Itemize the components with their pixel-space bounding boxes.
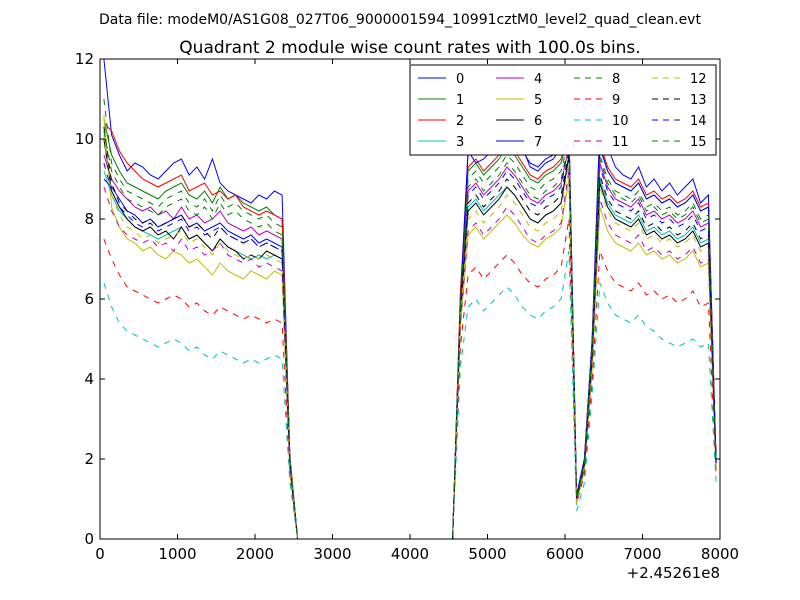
- series-line-8: [103, 98, 717, 540]
- x-tick-label: 1000: [158, 545, 196, 563]
- legend-label-8: 8: [612, 72, 620, 87]
- x-tick-label: 6000: [546, 545, 584, 563]
- legend-label-12: 12: [690, 72, 707, 87]
- y-tick-label: 0: [84, 530, 94, 548]
- legend-label-15: 15: [690, 135, 707, 150]
- y-tick-label: 10: [75, 130, 94, 148]
- x-tick-label: 3000: [313, 545, 351, 563]
- x-tick-label: 4000: [391, 545, 429, 563]
- legend-label-0: 0: [456, 72, 464, 87]
- x-offset-label: +2.45261e8: [627, 564, 720, 582]
- y-tick-label: 8: [84, 210, 94, 228]
- x-tick-label: 2000: [236, 545, 274, 563]
- x-tick-label: 7000: [623, 545, 661, 563]
- y-tick-label: 6: [84, 290, 94, 308]
- legend-label-10: 10: [612, 114, 629, 129]
- legend-label-3: 3: [456, 135, 464, 150]
- legend-label-7: 7: [534, 135, 542, 150]
- y-tick-label: 2: [84, 450, 94, 468]
- x-tick-label: 5000: [468, 545, 506, 563]
- chart-title: Quadrant 2 module wise count rates with …: [179, 38, 640, 58]
- legend-label-14: 14: [690, 114, 707, 129]
- legend-label-6: 6: [534, 114, 542, 129]
- x-tick-label: 8000: [701, 545, 739, 563]
- y-tick-label: 12: [75, 50, 94, 68]
- y-tick-label: 4: [84, 370, 94, 388]
- legend-label-1: 1: [456, 93, 464, 108]
- legend-label-9: 9: [612, 93, 620, 108]
- chart-suptitle: Data file: modeM0/AS1G08_027T06_90000015…: [99, 12, 701, 28]
- legend-label-5: 5: [534, 93, 542, 108]
- legend-label-2: 2: [456, 114, 464, 129]
- x-tick-label: 0: [95, 545, 105, 563]
- legend-label-13: 13: [690, 93, 707, 108]
- legend-box: [409, 64, 717, 156]
- legend-label-11: 11: [612, 135, 629, 150]
- legend-label-4: 4: [534, 72, 542, 87]
- axes-layer: 0 1000 2000 3000 4000 5000 6000 7000 80000246810…: [75, 50, 739, 563]
